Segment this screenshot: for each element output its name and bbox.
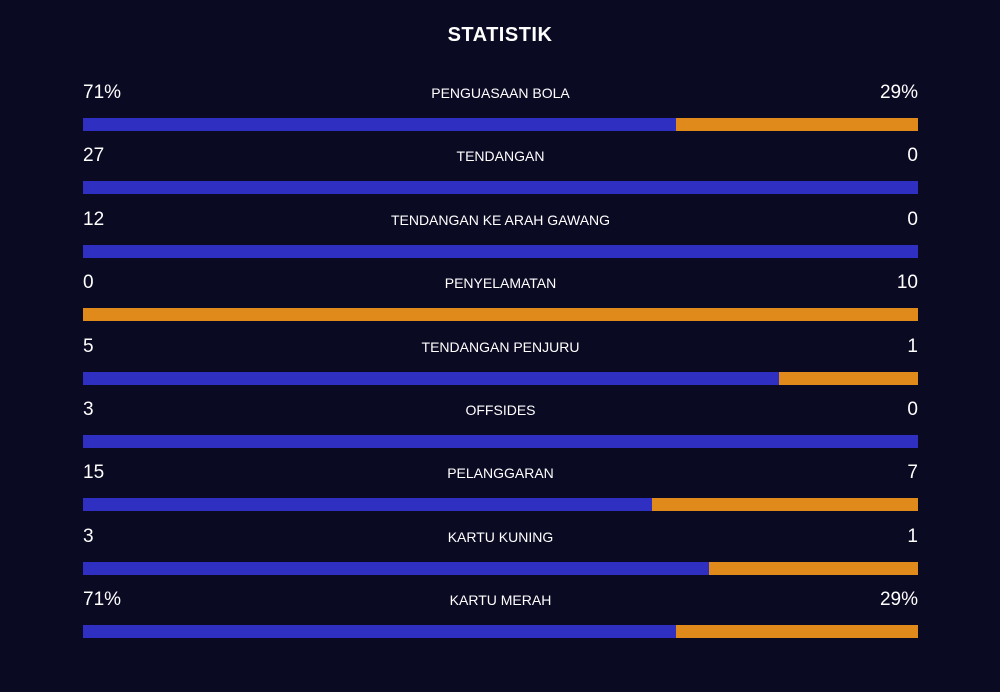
stat-row-header: 5 TENDANGAN PENJURU 1 [83, 334, 918, 372]
stat-comparison-bar [83, 625, 918, 639]
stat-comparison-bar [83, 181, 918, 195]
stat-row: 3 OFFSIDES 0 [83, 397, 918, 460]
stat-label: TENDANGAN KE ARAH GAWANG [390, 211, 611, 228]
stat-home-value: 15 [83, 462, 105, 484]
stat-label: OFFSIDES [465, 401, 536, 418]
stat-row-header: 71% KARTU MERAH 29% [83, 587, 918, 625]
stat-row: 15 PELANGGARAN 7 [83, 460, 918, 523]
stat-away-value: 29% [879, 589, 918, 611]
stat-bar-away-fill [675, 118, 918, 131]
stat-label: KARTU KUNING [447, 528, 554, 545]
stat-away-value: 1 [907, 525, 918, 547]
stat-row-header: 0 PENYELAMATAN 10 [83, 270, 918, 308]
stat-away-value: 1 [907, 335, 918, 357]
stat-bar-home-fill [83, 625, 676, 639]
stat-away-value: 10 [896, 272, 918, 294]
stat-away-value: 7 [907, 462, 918, 484]
stat-bar-home-fill [83, 561, 710, 575]
stat-away-value: 29% [879, 82, 918, 103]
stat-row: 12 TENDANGAN KE ARAH GAWANG 0 [83, 207, 918, 270]
stat-row-header: 3 KARTU KUNING 1 [83, 524, 918, 562]
stat-home-value: 71% [83, 589, 122, 611]
stat-home-value: 5 [83, 335, 94, 357]
stat-comparison-bar [83, 244, 918, 258]
stat-bar-away-fill [709, 561, 918, 575]
stat-row-header: 12 TENDANGAN KE ARAH GAWANG 0 [83, 207, 918, 245]
stat-row-header: 15 PELANGGARAN 7 [83, 460, 918, 498]
stat-row: 5 TENDANGAN PENJURU 1 [83, 334, 918, 397]
stat-row: 3 KARTU KUNING 1 [83, 524, 918, 587]
stat-home-value: 27 [83, 145, 105, 167]
stat-comparison-bar [83, 434, 918, 448]
statistics-title: STATISTIK [447, 24, 553, 46]
stat-bar-away-fill [675, 625, 918, 639]
stat-home-value: 3 [83, 398, 94, 420]
stat-comparison-bar [83, 308, 918, 322]
stat-bar-home-fill [83, 181, 918, 195]
stat-home-value: 3 [83, 525, 94, 547]
stat-bar-away-fill [83, 308, 918, 322]
stat-comparison-bar [83, 561, 918, 575]
stat-label: PELANGGARAN [447, 465, 554, 482]
stat-row: 27 TENDANGAN 0 [83, 143, 918, 206]
stat-home-value: 12 [83, 208, 105, 230]
stat-bar-home-fill [83, 118, 676, 131]
stat-bar-home-fill [83, 244, 918, 258]
stat-comparison-bar [83, 118, 918, 131]
stat-bar-home-fill [83, 434, 918, 448]
stat-row: 0 PENYELAMATAN 10 [83, 270, 918, 333]
stat-away-value: 0 [907, 398, 918, 420]
stat-label: PENYELAMATAN [444, 275, 557, 292]
stat-home-value: 0 [83, 272, 94, 294]
stat-away-value: 0 [907, 208, 918, 230]
stat-away-value: 0 [907, 145, 918, 167]
stat-label: PENGUASAAN BOLA [431, 85, 570, 101]
stat-bar-away-fill [652, 498, 918, 512]
stat-row-header: 71% PENGUASAAN BOLA 29% [83, 80, 918, 118]
stat-row-header: 27 TENDANGAN 0 [83, 143, 918, 181]
stat-row: 71% PENGUASAAN BOLA 29% [83, 80, 918, 143]
stat-bar-home-fill [83, 371, 779, 385]
stat-label: KARTU MERAH [449, 592, 552, 609]
stat-label: TENDANGAN [456, 148, 545, 165]
stat-bar-home-fill [83, 498, 653, 512]
stat-comparison-bar [83, 498, 918, 512]
stat-home-value: 71% [83, 82, 122, 103]
stat-row: 71% KARTU MERAH 29% [83, 587, 918, 650]
statistics-list: 71% PENGUASAAN BOLA 29% 27 TENDANGAN 0 12 TENDA… [83, 80, 918, 651]
stat-comparison-bar [83, 371, 918, 385]
stat-label: TENDANGAN PENJURU [421, 338, 580, 355]
stat-bar-away-fill [778, 371, 918, 385]
stat-row-header: 3 OFFSIDES 0 [83, 397, 918, 435]
